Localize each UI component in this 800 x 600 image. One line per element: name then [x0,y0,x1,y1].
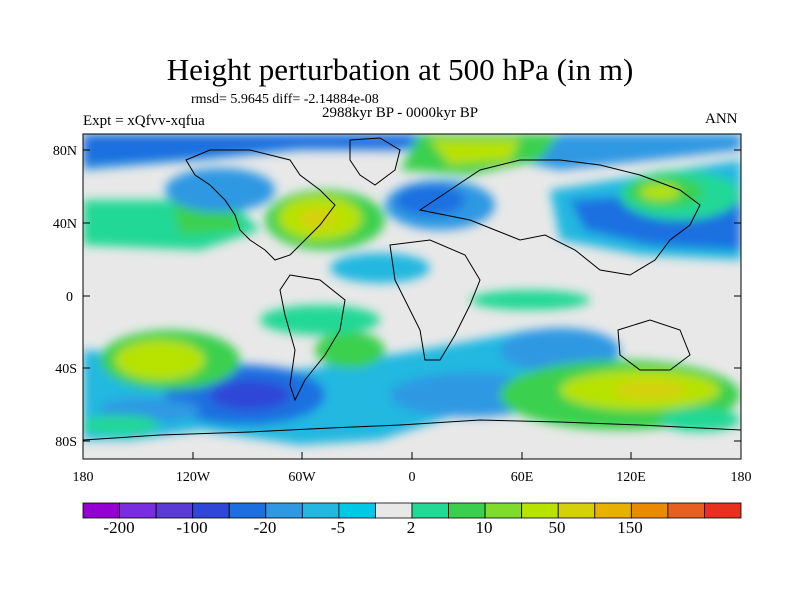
colorbar-label: 2 [407,518,416,537]
colorbar-swatch [521,502,559,519]
tick-marks [83,149,741,459]
y-tick-label: 80S [55,435,77,450]
colorbar-swatch [484,502,523,519]
y-tick-label: 80N [53,144,77,159]
y-tick-label: 40S [55,362,77,377]
colorbar-swatch [594,502,632,519]
coastlines [83,137,741,441]
x-tick-label: 180 [73,470,94,485]
colorbar-swatch [265,502,303,519]
colorbar-swatch [375,502,413,519]
colorbar-label: -5 [331,518,345,537]
period-text: 2988kyr BP - 0000kyr BP [322,105,479,121]
y-tick-label: 40N [53,217,77,232]
colorbar-swatch [630,502,669,519]
x-tick-label: 60W [288,470,316,485]
plot-title: Height perturbation at 500 hPa (in m) [166,52,634,87]
x-tick-label: 120W [176,470,211,485]
colorbar-swatch [192,502,230,519]
colorbar-label: -20 [254,518,277,537]
colorbar-swatch [448,502,486,519]
colorbar-swatch [411,502,449,519]
colorbar [82,502,742,519]
colorbar-label: 150 [617,518,643,537]
colorbar-label: 50 [549,518,566,537]
season-label: ANN [705,111,738,127]
x-tick-label: 0 [409,470,416,485]
colorbar-swatch [301,502,340,519]
x-tick-label: 120E [616,470,646,485]
colorbar-swatch [557,502,596,519]
x-tick-label: 180 [731,470,752,485]
stats-text: rmsd= 5.9645 diff= -2.14884e-08 [191,92,379,107]
colorbar-swatch [228,502,267,519]
colorbar-label: -200 [103,518,134,537]
colorbar-swatch [704,502,742,519]
colorbar-swatch [119,502,157,519]
colorbar-label: -100 [176,518,207,537]
y-tick-label: 0 [66,290,73,305]
contour-field [83,134,741,459]
colorbar-swatch [82,502,120,519]
colorbar-label: 10 [476,518,493,537]
colorbar-swatch [155,502,194,519]
x-tick-label: 60E [511,470,534,485]
colorbar-swatch [667,502,705,519]
experiment-label: Expt = xQfvv-xqfua [83,113,205,129]
colorbar-swatch [338,502,376,519]
